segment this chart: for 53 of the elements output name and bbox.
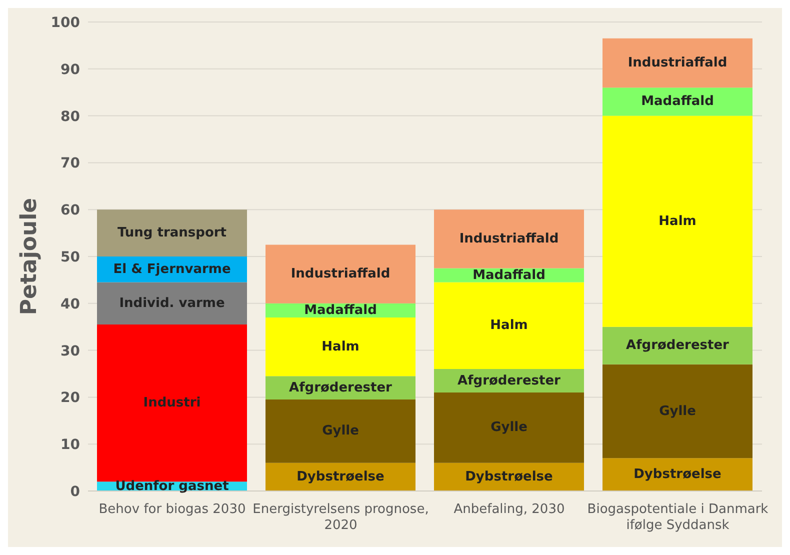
bar — [602, 326, 752, 364]
y-tick-label: 30 — [60, 343, 80, 360]
series-label: Individ. varme — [119, 296, 225, 311]
series-label: Afgrøderester — [289, 380, 393, 396]
x-tick-label: Energistyrelsens prognose, 2020 — [252, 502, 429, 533]
text: Halm — [490, 318, 528, 334]
bar — [602, 116, 752, 327]
text: Gylle — [490, 420, 528, 436]
bar — [434, 392, 584, 463]
bar — [266, 317, 416, 376]
text: Madaffald — [472, 268, 546, 283]
y-tick-label: 50 — [60, 249, 80, 266]
series-label: Halm — [322, 339, 360, 354]
y-axis-title: Petajoule — [16, 198, 42, 316]
y-tick-label: 0 — [70, 484, 80, 500]
bar — [434, 282, 584, 370]
x-tick-label: Biogaspotentiale i Danmark ifølge Syddansk — [587, 502, 769, 533]
text: Afgrøderester — [626, 338, 729, 354]
y-tick-label: 40 — [60, 296, 80, 312]
series-label: Industri — [143, 396, 201, 411]
y-tick-label: 10 — [60, 437, 80, 454]
series-label: Dybstrøelse — [296, 469, 385, 484]
text: Industriaffald — [459, 231, 559, 246]
text: Madaffald — [641, 94, 714, 110]
series-label: Industriaffald — [628, 56, 728, 71]
bar — [266, 400, 416, 463]
bar — [602, 88, 752, 116]
bar — [434, 210, 584, 268]
series-label: Gylle — [322, 424, 360, 439]
text: Dybstrøelse — [634, 467, 722, 482]
series-label: Udenfor gasnet — [115, 478, 229, 494]
bar — [97, 210, 247, 256]
y-tick-label: 70 — [60, 156, 80, 172]
bar — [602, 364, 752, 458]
bar — [602, 38, 752, 88]
series-label: El & Fjernvarme — [113, 262, 231, 277]
text: Dybstrøelse — [465, 469, 553, 484]
bar — [266, 244, 416, 304]
text: Halm — [658, 214, 696, 229]
y-tick-label: 80 — [60, 108, 80, 125]
bar — [97, 282, 247, 325]
y-tick-label: 20 — [60, 390, 80, 406]
y-tick-label: 100 — [50, 14, 80, 31]
series-label: Madaffald — [304, 302, 377, 318]
series-label: Tung transport — [117, 226, 227, 241]
bar — [97, 324, 247, 482]
x-tick-label: Anbefaling, 2030 — [454, 502, 565, 517]
y-tick-label: 60 — [60, 202, 80, 219]
x-tick-label: Behov for biogas 2030 — [98, 502, 246, 517]
text: Industriaffald — [290, 266, 390, 282]
text: Gylle — [659, 404, 696, 419]
y-tick-label: 90 — [60, 62, 80, 78]
text: Afgrøderester — [458, 373, 560, 388]
